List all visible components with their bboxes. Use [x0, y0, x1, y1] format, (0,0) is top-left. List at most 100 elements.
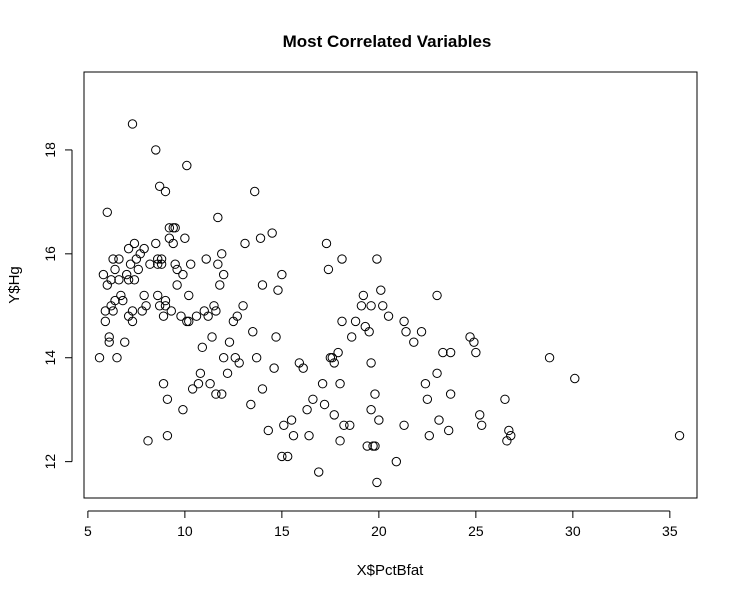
- data-point: [154, 301, 165, 311]
- plot-area-frame: [83, 71, 698, 499]
- data-point: [172, 264, 182, 275]
- data-point: [217, 249, 227, 259]
- data-point: [100, 316, 111, 327]
- x-tick-label: 35: [662, 523, 678, 539]
- data-point: [141, 301, 151, 311]
- data-point: [335, 436, 345, 446]
- data-point: [110, 264, 120, 275]
- data-point: [356, 301, 367, 311]
- data-point: [438, 347, 448, 358]
- data-point: [114, 254, 124, 264]
- x-axis: 5 10 15 20 25 30 35: [84, 510, 678, 539]
- data-point: [176, 311, 186, 321]
- y-tick-label: 14: [42, 350, 58, 366]
- data-point: [368, 441, 378, 451]
- data-point: [154, 181, 165, 191]
- data-point: [424, 430, 434, 441]
- data-point: [469, 337, 479, 347]
- data-point: [323, 264, 334, 275]
- data-point: [162, 430, 173, 441]
- data-point: [399, 420, 409, 430]
- data-point: [383, 311, 394, 321]
- data-point: [378, 301, 388, 311]
- data-point: [166, 306, 176, 316]
- data-point: [570, 373, 580, 384]
- data-point: [288, 430, 299, 441]
- data-point: [308, 394, 318, 404]
- data-point: [422, 394, 433, 404]
- data-point: [217, 389, 227, 399]
- data-point: [193, 379, 204, 389]
- data-point: [164, 223, 175, 233]
- data-point: [213, 259, 223, 269]
- data-point: [366, 301, 376, 311]
- data-point: [327, 353, 338, 363]
- data-point: [544, 353, 555, 363]
- y-tick-label: 12: [42, 454, 58, 470]
- data-point: [506, 430, 516, 441]
- data-point: [143, 436, 153, 446]
- data-point: [366, 404, 376, 415]
- data-point: [345, 420, 355, 430]
- data-point: [121, 269, 132, 280]
- data-point: [240, 238, 250, 249]
- data-point: [250, 186, 260, 197]
- data-point: [118, 295, 128, 306]
- data-point: [222, 368, 233, 379]
- data-point: [251, 353, 262, 363]
- data-point: [112, 353, 122, 363]
- data-point: [372, 477, 382, 488]
- data-point: [123, 275, 134, 285]
- data-point: [178, 404, 188, 415]
- data-point: [151, 238, 161, 249]
- data-point: [257, 384, 268, 394]
- data-point: [178, 269, 188, 280]
- data-point: [399, 316, 409, 327]
- data-point: [329, 410, 339, 420]
- data-point: [317, 379, 328, 389]
- data-point: [182, 316, 192, 327]
- data-point: [156, 254, 167, 264]
- data-point: [432, 290, 442, 301]
- data-point: [127, 316, 138, 327]
- data-point: [409, 337, 419, 347]
- data-point: [158, 311, 169, 321]
- data-point: [443, 425, 454, 436]
- data-point: [238, 301, 248, 311]
- data-point: [108, 254, 118, 264]
- x-tick-label: 25: [468, 523, 484, 539]
- data-point: [347, 332, 357, 342]
- data-point: [160, 295, 171, 306]
- data-point: [102, 207, 112, 217]
- data-point: [267, 228, 277, 238]
- x-tick-label: 5: [84, 523, 92, 539]
- data-point: [329, 358, 339, 368]
- data-point: [271, 332, 281, 342]
- data-point: [106, 275, 116, 285]
- data-point: [224, 337, 235, 347]
- x-tick-label: 10: [177, 523, 193, 539]
- data-point: [674, 430, 685, 441]
- y-tick-label: 18: [42, 142, 58, 158]
- data-point: [445, 347, 456, 358]
- data-point: [302, 404, 312, 415]
- data-point: [358, 290, 369, 301]
- x-axis-label: X$PctBfat: [357, 562, 425, 579]
- data-point: [432, 368, 442, 379]
- data-point: [269, 363, 279, 373]
- data-point: [248, 327, 258, 337]
- data-point: [337, 254, 347, 264]
- data-point: [218, 269, 229, 280]
- data-point: [277, 269, 287, 280]
- data-point: [213, 212, 223, 223]
- data-point: [209, 301, 219, 311]
- data-point: [304, 430, 314, 441]
- data-point: [416, 327, 427, 337]
- data-point: [232, 311, 242, 321]
- data-point: [195, 368, 206, 379]
- data-point: [168, 238, 178, 249]
- data-point: [127, 119, 138, 129]
- data-point: [475, 410, 485, 420]
- data-point: [98, 269, 109, 280]
- data-point: [215, 280, 225, 290]
